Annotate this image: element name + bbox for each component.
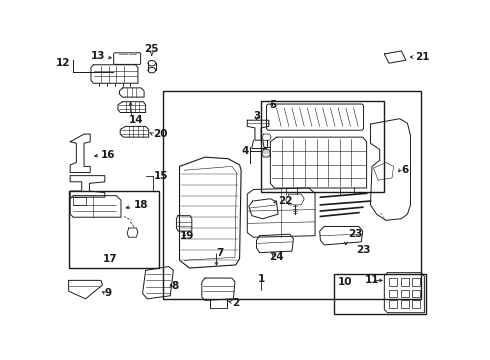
Text: 5: 5 — [269, 100, 276, 110]
Bar — [412, 289, 420, 297]
Text: 14: 14 — [128, 115, 143, 125]
Bar — [401, 300, 409, 308]
Text: 7: 7 — [217, 248, 224, 258]
Bar — [389, 289, 397, 297]
Bar — [401, 289, 409, 297]
Text: 20: 20 — [153, 129, 168, 139]
Text: 22: 22 — [278, 196, 293, 206]
Text: 19: 19 — [180, 231, 195, 241]
Text: 9: 9 — [105, 288, 112, 298]
Text: 8: 8 — [172, 281, 179, 291]
Text: 4: 4 — [242, 146, 249, 156]
Text: 12: 12 — [56, 58, 70, 68]
Text: 3: 3 — [253, 111, 260, 121]
Text: 21: 21 — [415, 52, 430, 62]
Text: 10: 10 — [338, 277, 353, 287]
Text: 15: 15 — [153, 171, 168, 181]
Text: 18: 18 — [133, 200, 148, 210]
Text: 24: 24 — [269, 252, 284, 262]
Bar — [334, 274, 426, 314]
Bar — [74, 197, 86, 205]
Text: 11: 11 — [365, 275, 379, 285]
Bar — [412, 300, 420, 308]
Bar — [261, 101, 384, 192]
Bar — [69, 191, 159, 268]
Text: 6: 6 — [401, 165, 409, 175]
Text: 23: 23 — [348, 229, 362, 239]
Bar — [389, 300, 397, 308]
Bar — [389, 278, 397, 286]
Text: 1: 1 — [258, 274, 265, 284]
Text: 13: 13 — [91, 51, 106, 61]
Text: 17: 17 — [103, 254, 118, 264]
Bar — [401, 278, 409, 286]
Text: 25: 25 — [145, 44, 159, 54]
Text: 16: 16 — [101, 150, 116, 160]
Bar — [412, 278, 420, 286]
Text: 23: 23 — [357, 244, 371, 255]
Text: 2: 2 — [232, 298, 239, 308]
Bar — [163, 91, 420, 299]
